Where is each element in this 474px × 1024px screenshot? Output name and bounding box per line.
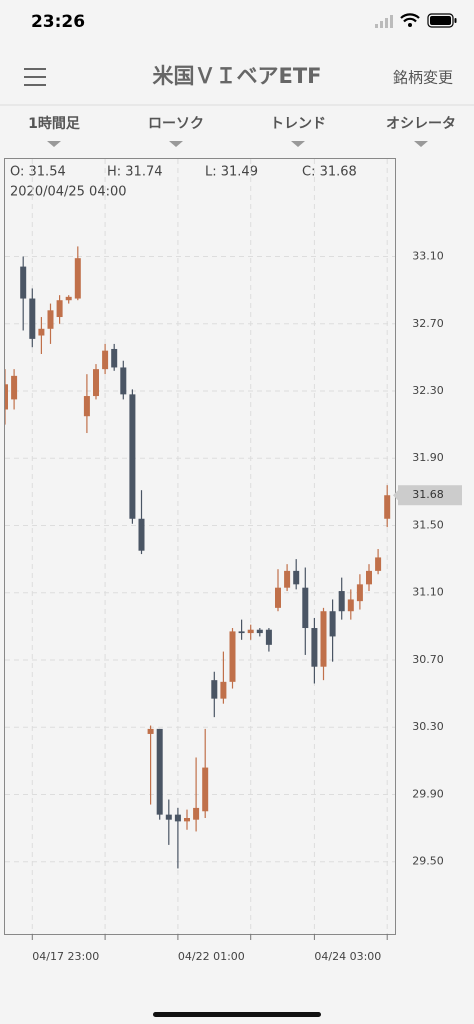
y-tick-label: 33.10 [412, 250, 444, 263]
candle-body [38, 328, 45, 336]
menu-button[interactable] [24, 68, 46, 86]
y-tick-label: 32.30 [412, 384, 444, 397]
candle-body [238, 631, 245, 634]
x-tick-label: 04/17 23:00 [32, 950, 99, 963]
y-tick-label: 30.30 [412, 720, 444, 733]
candle-body [83, 396, 90, 417]
candle-body [129, 394, 136, 519]
status-time: 23:26 [31, 12, 85, 32]
candle-body [229, 631, 236, 682]
info-low: L: 31.49 [205, 165, 258, 180]
candle-body [311, 628, 318, 667]
candle-body [165, 814, 172, 820]
header-title: 米国ＶＩベアETF [152, 64, 321, 88]
candle-body [65, 296, 72, 301]
candle-body [184, 818, 190, 822]
last-price-label: 31.68 [412, 488, 444, 501]
candle-body [138, 518, 145, 551]
candle-body [156, 728, 163, 815]
candle-body [338, 591, 345, 612]
dropdown-arrow [47, 141, 61, 147]
dropdown-arrow [169, 141, 183, 147]
candles [5, 246, 391, 869]
candle-body [356, 584, 363, 602]
change-symbol-button[interactable]: 銘柄変更 [393, 69, 453, 87]
candle-body [375, 557, 382, 571]
candle-body [384, 495, 391, 519]
candle-body [247, 629, 254, 634]
y-tick-label: 31.50 [412, 518, 444, 531]
last-price-box [398, 485, 462, 506]
toolbar: 1時間足 ローソク トレンド オシレータ [28, 115, 456, 147]
candle-body [320, 611, 327, 667]
info-close: C: 31.68 [302, 165, 357, 180]
candle-body [347, 599, 354, 612]
last-price-pointer [393, 490, 398, 501]
candle-body [147, 728, 154, 734]
candle-body [366, 570, 372, 585]
dropdown-arrow [291, 141, 305, 147]
candle-body [29, 298, 36, 339]
candle-body [120, 367, 127, 395]
info-open: O: 31.54 [10, 165, 66, 180]
toolbar-item[interactable]: トレンド [270, 116, 326, 132]
candle-body [56, 300, 63, 318]
candle-body [47, 310, 54, 329]
home-indicator [153, 1012, 321, 1017]
candle-body [20, 266, 27, 299]
dropdown-arrow [414, 141, 428, 147]
candle-body [5, 384, 8, 410]
candle-body [211, 680, 218, 699]
candle-body [220, 681, 227, 699]
axes: 29.50 29.90 30.30 30.70 31.10 31.50 31.90 32.30… [31, 250, 462, 963]
x-tick-label: 04/24 03:00 [314, 950, 381, 963]
y-tick-label: 30.70 [412, 653, 444, 666]
candle-body [256, 629, 263, 634]
y-tick-label: 29.50 [412, 855, 444, 868]
candle-body [193, 807, 200, 820]
candle-body [329, 611, 336, 637]
info-high: H: 31.74 [107, 165, 163, 180]
plot-frame [4, 158, 396, 935]
candle-body [111, 348, 118, 368]
y-tick-label: 31.10 [412, 586, 444, 599]
y-tick-label: 31.90 [412, 451, 444, 464]
toolbar-item[interactable]: オシレータ [386, 116, 456, 132]
candle-body [302, 587, 309, 629]
candle-body [93, 369, 99, 397]
toolbar-item[interactable]: 1時間足 [28, 115, 81, 132]
x-tick-label: 04/22 01:00 [178, 950, 245, 963]
toolbar-item[interactable]: ローソク [148, 116, 204, 132]
info-datetime: 2020/04/25 04:00 [10, 185, 127, 200]
candle-body [284, 570, 291, 588]
candle-body [293, 570, 300, 585]
candle-body [275, 587, 281, 608]
candle-body [265, 629, 272, 645]
y-tick-label: 32.70 [412, 317, 444, 330]
y-tick-label: 29.90 [412, 787, 444, 800]
status-icons [375, 13, 457, 28]
candle-body [11, 375, 18, 400]
grid [5, 159, 395, 934]
candle-body [102, 350, 109, 370]
candle-body [202, 767, 209, 812]
candle-body [174, 814, 181, 822]
candle-body [74, 258, 81, 299]
